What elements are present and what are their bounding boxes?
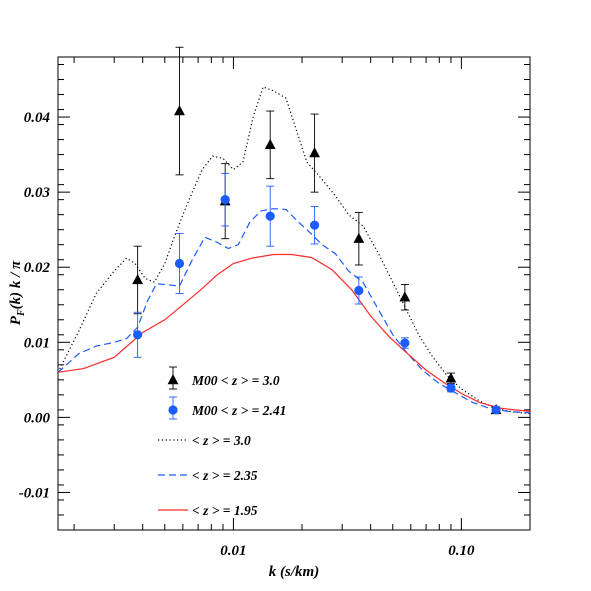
legend-marker-circle bbox=[168, 405, 178, 415]
y-tick-label: 0.02 bbox=[24, 260, 51, 276]
legend-label: M00 < z > = 2.41 bbox=[191, 403, 286, 418]
data-point-triangle bbox=[264, 138, 276, 150]
series-line-2 bbox=[57, 86, 531, 415]
y-axis-label: PF(k) k / π bbox=[8, 260, 27, 325]
y-tick-label: 0.01 bbox=[24, 335, 50, 351]
x-tick-label: 0.01 bbox=[220, 543, 246, 559]
series-line-3 bbox=[57, 208, 531, 414]
y-tick-label: 0.04 bbox=[24, 110, 51, 126]
axis-ticks bbox=[58, 57, 531, 531]
y-tick-label: -0.01 bbox=[19, 485, 50, 501]
legend-marker-triangle bbox=[167, 374, 179, 385]
data-point-triangle bbox=[399, 291, 411, 302]
data-point-triangle bbox=[445, 372, 457, 383]
x-tick-label: 0.10 bbox=[448, 543, 475, 559]
data-point-circle bbox=[446, 383, 456, 393]
y-tick-label: 0.00 bbox=[24, 410, 51, 426]
series-line-4 bbox=[57, 253, 531, 412]
data-point-triangle bbox=[353, 232, 365, 243]
series-lines bbox=[57, 86, 531, 415]
data-point-circle bbox=[133, 330, 143, 340]
plot-frame bbox=[57, 56, 531, 531]
legend-label: < z > = 2.35 bbox=[192, 468, 258, 483]
data-point-circle bbox=[354, 285, 364, 296]
data-point-triangle bbox=[132, 273, 144, 285]
data-point-circle bbox=[491, 405, 501, 415]
legend: M00 < z > = 3.0 M00 < z > = 2.41 < z > = 3… bbox=[158, 366, 286, 518]
data-point-triangle bbox=[174, 105, 185, 116]
data-point-triangle bbox=[309, 147, 320, 158]
x-axis-label: k (s/km) bbox=[269, 564, 319, 580]
data-point-circle bbox=[220, 195, 230, 205]
data-point-circle bbox=[400, 338, 410, 348]
data-point-circle bbox=[174, 258, 185, 269]
axis-tick-labels: -0.01 0.00 0.01 0.02 0.03 0.04 0.01 0.10 bbox=[19, 110, 475, 559]
y-tick-label: 0.03 bbox=[24, 185, 51, 201]
legend-label: < z > = 1.95 bbox=[192, 503, 258, 518]
data-point-circle bbox=[309, 220, 320, 230]
legend-label: M00 < z > = 3.0 bbox=[191, 373, 280, 388]
series-points bbox=[132, 46, 502, 415]
legend-label: < z > = 3.0 bbox=[192, 433, 251, 448]
data-point-circle bbox=[265, 211, 275, 221]
